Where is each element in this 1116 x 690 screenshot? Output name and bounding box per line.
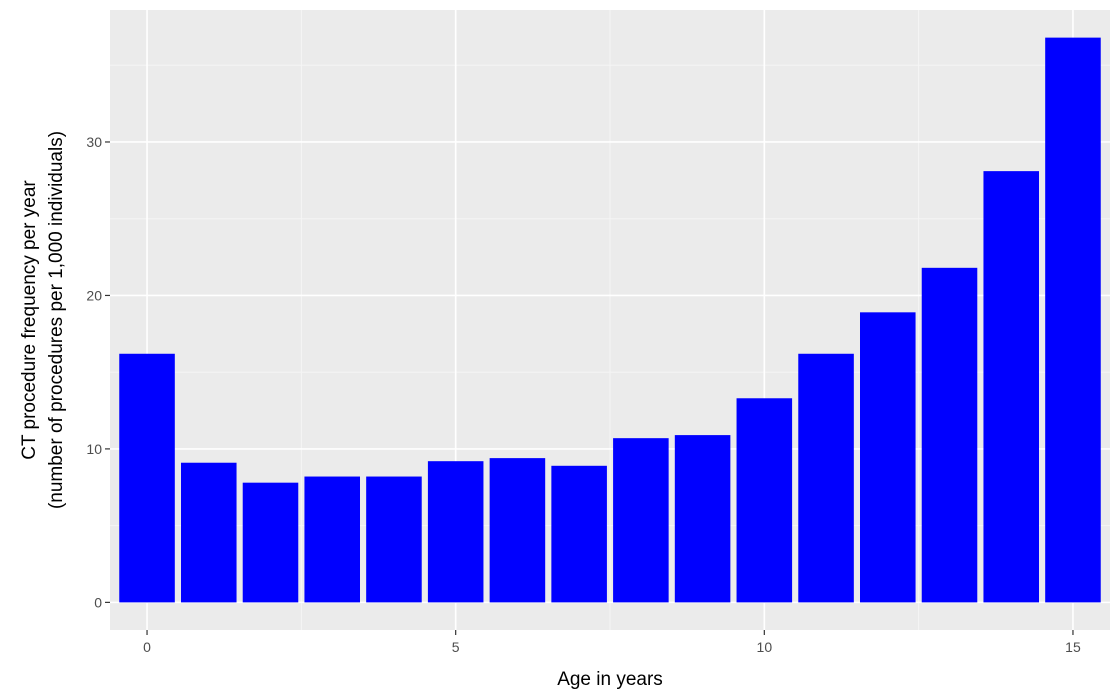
bar-age-13: [921, 267, 978, 603]
bar-age-0: [119, 353, 175, 603]
y-tick-label: 0: [94, 594, 102, 610]
y-tick-label: 10: [86, 441, 102, 457]
x-axis-ticks: 0 5 10 15: [143, 630, 1081, 655]
y-tick-label: 20: [86, 287, 102, 303]
y-axis-title: CT procedure frequency per year: [19, 180, 40, 460]
bar-age-5: [427, 461, 484, 603]
x-tick-label: 5: [452, 639, 460, 655]
y-axis-title-group: CT procedure frequency per year (number …: [19, 131, 67, 509]
bar-age-3: [304, 476, 360, 603]
x-tick-label: 0: [143, 639, 151, 655]
y-axis-ticks: 0 10 20 30: [86, 134, 110, 610]
x-axis-title: Age in years: [557, 669, 663, 690]
x-tick-label: 10: [757, 639, 773, 655]
bar-age-1: [180, 462, 237, 603]
bars: [119, 37, 1101, 603]
bar-age-8: [613, 438, 669, 603]
bar-age-12: [860, 312, 916, 603]
bar-age-15: [1045, 37, 1101, 603]
bar-age-10: [736, 398, 793, 603]
y-axis-title-line2: (number of procedures per 1,000 individu…: [46, 131, 67, 509]
bar-age-6: [489, 458, 546, 603]
bar-age-2: [242, 482, 299, 603]
bar-age-14: [983, 171, 1040, 603]
bar-age-4: [366, 476, 422, 603]
y-tick-label: 30: [86, 134, 102, 150]
x-tick-label: 15: [1065, 639, 1081, 655]
bar-age-9: [674, 435, 731, 603]
bar-age-11: [798, 353, 854, 603]
bar-age-7: [551, 465, 607, 603]
